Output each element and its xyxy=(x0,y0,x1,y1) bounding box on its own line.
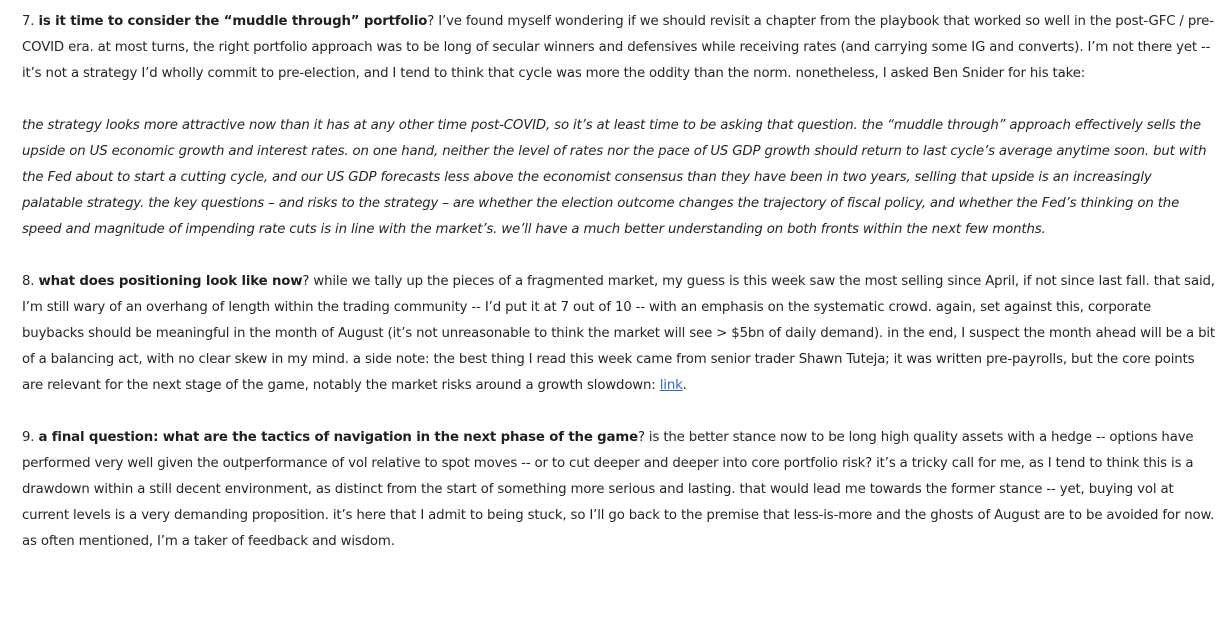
section-9-body: ? is the better stance now to be long hi… xyxy=(22,430,1215,549)
section-8-after-link: . xyxy=(682,378,687,393)
section-8-number: 8. xyxy=(22,274,35,289)
section-7-number: 7. xyxy=(22,14,35,29)
section-7: 7. is it time to consider the “muddle th… xyxy=(22,9,1216,87)
section-8-link[interactable]: link xyxy=(659,378,683,393)
section-8: 8. what does positioning look like now? … xyxy=(22,269,1216,399)
section-7-body: ? I’ve found myself wondering if we shou… xyxy=(22,14,1214,81)
section-9-heading: a final question: what are the tactics o… xyxy=(38,430,638,445)
document-body: 7. is it time to consider the “muddle th… xyxy=(22,9,1216,555)
section-9: 9. a final question: what are the tactic… xyxy=(22,425,1216,555)
section-9-number: 9. xyxy=(22,430,35,445)
section-7-heading: is it time to consider the “muddle throu… xyxy=(38,14,428,29)
section-8-heading: what does positioning look like now xyxy=(38,274,303,289)
quote-text: the strategy looks more attractive now t… xyxy=(22,118,1207,237)
section-8-body: ? while we tally up the pieces of a frag… xyxy=(22,274,1215,393)
quote-block: the strategy looks more attractive now t… xyxy=(22,113,1216,243)
